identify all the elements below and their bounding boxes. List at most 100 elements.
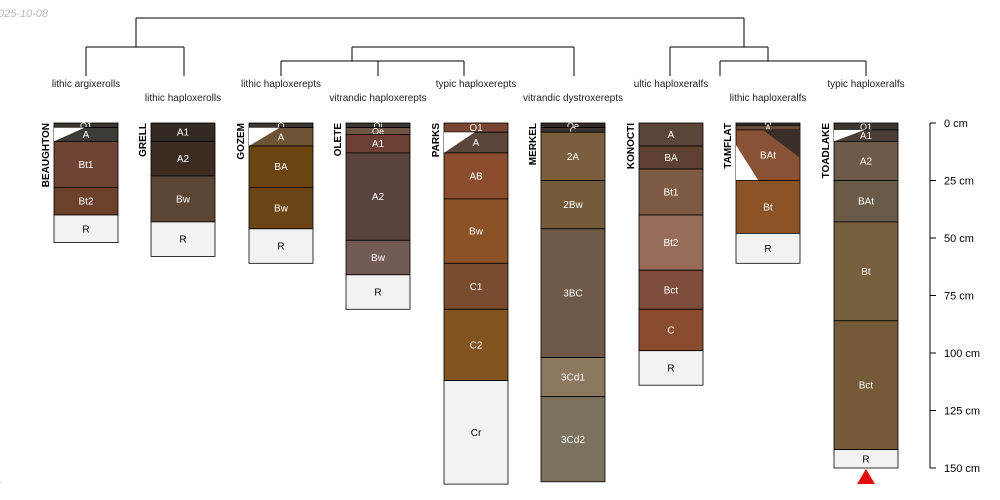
profile-name: TOADLAKE: [821, 123, 832, 179]
depth-tick-label: 50 cm: [944, 233, 974, 245]
soil-profile: O1 A AB Bw C1 C2 Cr: [443, 122, 509, 485]
soil-profile: A BA Bt1 Bt2 Bct C R: [638, 122, 704, 386]
horizon-label: A: [473, 138, 480, 149]
horizon-label: R: [764, 244, 771, 255]
horizon-block: [833, 180, 899, 223]
subgroup-label: lithic haploxerepts: [241, 79, 321, 90]
subgroup-label: lithic haploxerolls: [145, 93, 221, 104]
horizon-label: C: [667, 326, 674, 337]
profile-name: MERKEL: [528, 123, 539, 165]
profile-name: GOZEM: [236, 123, 247, 160]
horizon-block: [248, 186, 314, 230]
horizon-label: Bt2: [663, 238, 678, 249]
soil-profile: OA BA Bw R: [248, 121, 314, 264]
horizon-label: BA: [274, 162, 288, 173]
horizon-label: Bt1: [663, 188, 678, 199]
horizon-block: [833, 140, 899, 181]
horizon-label: Bw: [371, 253, 386, 264]
horizon-label: O1: [860, 122, 872, 132]
horizon-block: [443, 262, 509, 310]
horizon-label: O: [277, 121, 284, 131]
horizon-block: [150, 175, 216, 223]
horizon-block: [53, 186, 119, 216]
subgroup-label: vitrandic haploxerepts: [329, 93, 426, 104]
horizon-wedge: [249, 127, 280, 146]
profile-name: OLETE: [333, 123, 344, 157]
horizon-label: A: [278, 132, 285, 143]
horizon-block: [540, 357, 606, 398]
horizon-label: C: [570, 125, 577, 135]
horizon-block: [540, 396, 606, 483]
horizon-wedge: [834, 129, 865, 142]
soil-profile: O1A Bt1 Bt2 R: [53, 121, 119, 244]
horizon-label: A1: [860, 131, 873, 142]
horizon-block: [638, 350, 704, 386]
horizon-label: AB: [469, 171, 483, 182]
horizon-label: 3Cd2: [561, 435, 585, 446]
horizon-label: R: [374, 288, 381, 299]
horizon-block: [443, 152, 509, 200]
horizon-label: A: [83, 130, 90, 141]
horizon-label: 2A: [567, 152, 580, 163]
horizon-label: R: [277, 242, 284, 253]
soil-profile: OeC 2A 2Bw 3BC 3Cd1 3Cd2: [540, 121, 606, 483]
horizon-label: C2: [470, 340, 483, 351]
horizon-label: A2: [372, 192, 385, 203]
horizon-label: Oi: [374, 121, 383, 131]
depth-axis: 0 cm 25 cm 50 cm 75 cm 100 cm 125 cm 150 cm: [929, 118, 980, 475]
horizon-block: [638, 214, 704, 271]
depth-tick-label: 100 cm: [944, 348, 980, 360]
horizon-label: Bw: [274, 204, 289, 215]
date-stamp: 025-10-08: [0, 8, 49, 20]
horizon-label: A1: [372, 139, 385, 150]
horizon-block: [443, 308, 509, 381]
horizon-label: BAt: [858, 197, 874, 208]
profile-name: BEAUGHTON: [41, 123, 52, 187]
horizon-block: [735, 232, 801, 264]
horizon-label: Bt2: [78, 197, 93, 208]
horizon-label: Bt: [861, 267, 871, 278]
horizon-label: Bt: [763, 202, 773, 213]
horizon-label: Oe: [372, 127, 384, 137]
depth-tick-label: 125 cm: [944, 406, 980, 418]
horizon-label: 3BC: [563, 289, 582, 300]
horizon-label: 3Cd1: [561, 373, 585, 384]
horizon-block: [540, 131, 606, 181]
depth-tick-label: 0 cm: [944, 118, 968, 130]
horizon-wedge: [762, 129, 800, 158]
horizon-block: [833, 449, 899, 469]
horizon-label: O1: [469, 123, 483, 134]
subgroup-label: typic haploxeralfs: [827, 79, 904, 90]
horizon-block: [150, 221, 216, 257]
depth-tick-label: 150 cm: [944, 463, 980, 475]
profile-name: TAMFLAT: [723, 123, 734, 169]
horizon-label: 2Bw: [563, 200, 583, 211]
soil-profile: OA BAt Bt R: [735, 120, 801, 264]
profile-sketches: lithic argixerollsO1ABt1Bt2RBEAUGHTONlit…: [41, 79, 905, 485]
horizon-block: [443, 380, 509, 485]
horizon-block: [345, 274, 411, 310]
horizon-label: A: [668, 130, 675, 141]
horizon-label: A1: [177, 128, 190, 139]
horizon-label: O: [764, 120, 771, 130]
horizon-label: Bw: [176, 194, 191, 205]
soil-profile: A1 A2 Bw R: [150, 122, 216, 257]
cluster-dendrogram: [85, 17, 867, 76]
horizon-label: Cr: [471, 428, 482, 439]
depth-tick-label: 25 cm: [944, 176, 974, 188]
horizon-wedge: [736, 145, 759, 181]
horizon-label: R: [862, 454, 869, 465]
horizon-block: [833, 221, 899, 322]
horizon-label: A: [765, 123, 771, 133]
horizon-block: [833, 320, 899, 450]
horizon-label: A2: [177, 154, 190, 165]
horizon-label: A2: [860, 156, 873, 167]
horizon-label: BAt: [760, 151, 776, 162]
profile-name: PARKS: [431, 123, 442, 158]
horizon-block: [53, 214, 119, 244]
subgroup-label: lithic haploxeralfs: [730, 93, 807, 104]
horizon-block: [248, 145, 314, 188]
subgroup-label: vitrandic dystroxerepts: [523, 93, 623, 104]
